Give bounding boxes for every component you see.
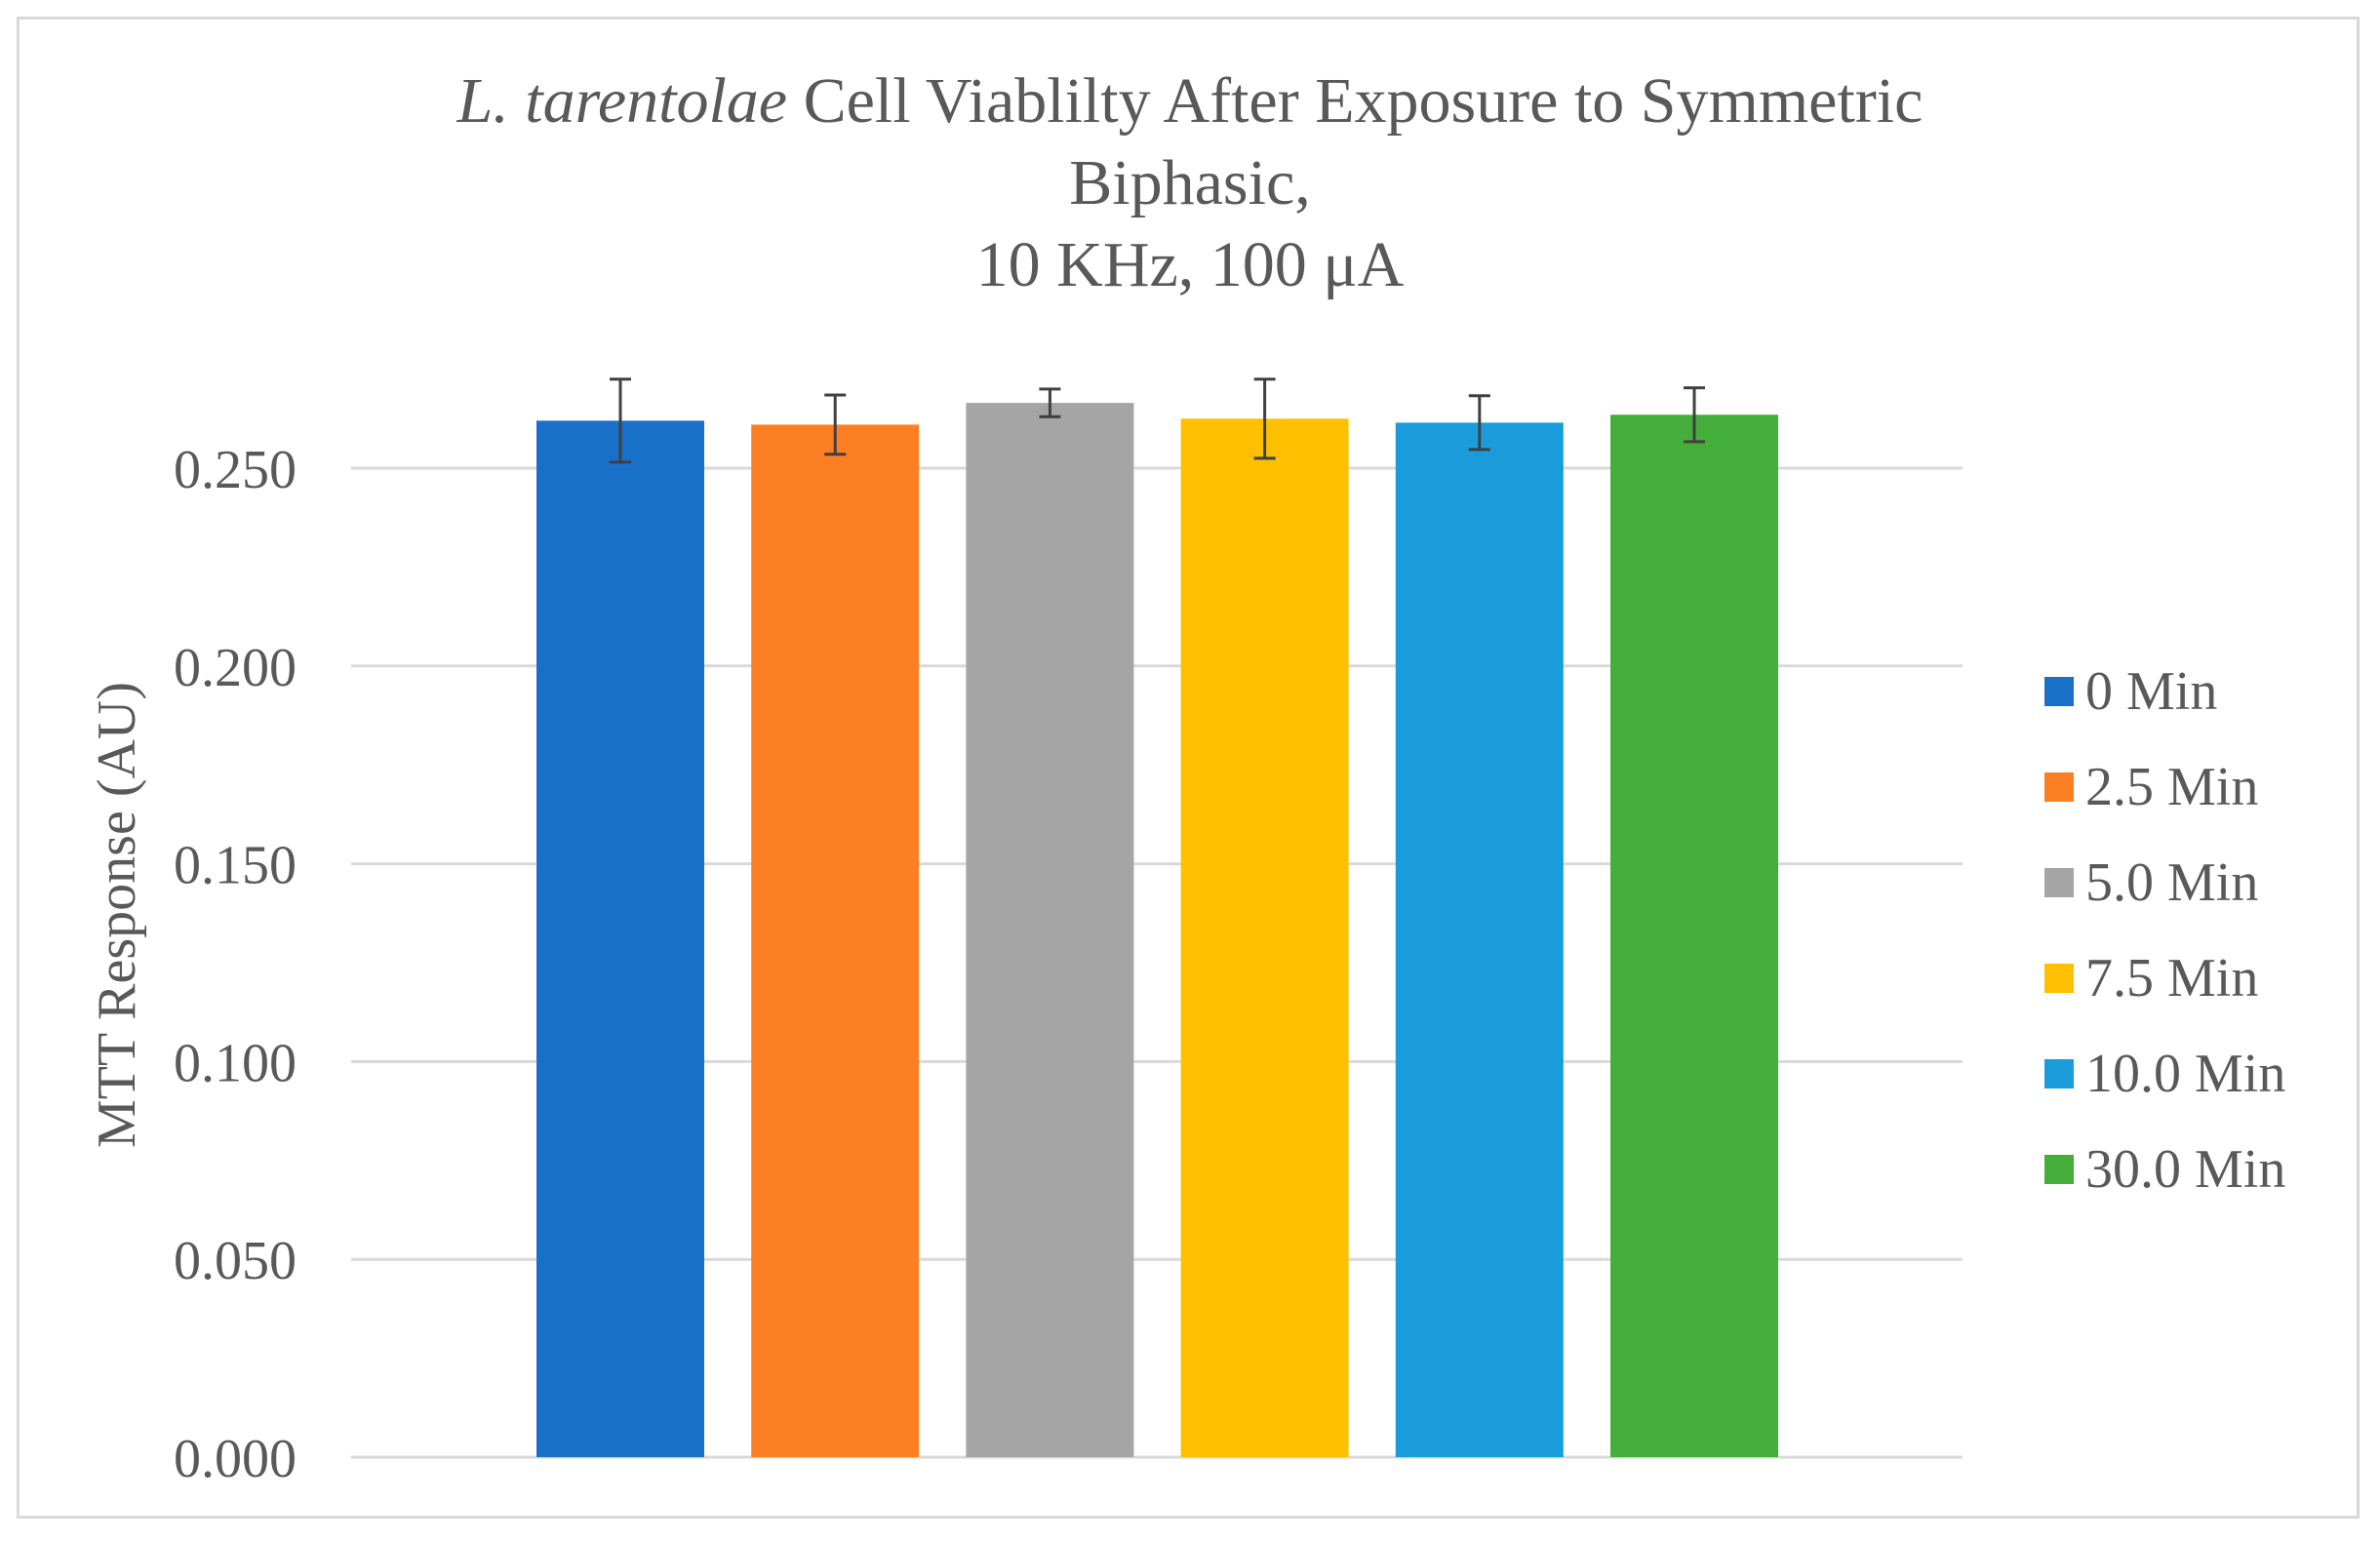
y-tick-label-5: 0.250: [174, 440, 297, 500]
legend-label-3: 7.5 Min: [2085, 948, 2259, 1009]
legend-swatch-4: [2044, 1059, 2074, 1088]
y-tick-label-4: 0.200: [174, 638, 297, 698]
chart-title-italic: L. tarentolae: [456, 65, 788, 137]
y-axis-label: MTT Response (AU): [87, 682, 147, 1148]
legend-item-0: 0 Min: [2044, 644, 2285, 739]
legend-label-5: 30.0 Min: [2085, 1139, 2286, 1200]
y-tick-label-2: 0.100: [174, 1033, 297, 1093]
legend-swatch-5: [2044, 1155, 2074, 1184]
y-tick-label-3: 0.150: [174, 836, 297, 896]
legend-item-1: 2.5 Min: [2044, 739, 2285, 835]
bar-3: [1180, 418, 1349, 1457]
chart-title-line3: 10 KHz, 100 μA: [975, 229, 1405, 300]
chart-title: L. tarentolae Cell Viablilty After Expos…: [0, 60, 2380, 306]
legend-label-4: 10.0 Min: [2085, 1044, 2286, 1104]
y-tick-label-0: 0.000: [174, 1429, 297, 1489]
bar-4: [1395, 422, 1564, 1458]
chart-title-rest: Cell Viablilty After Exposure to Symmetr…: [787, 65, 1924, 137]
legend-label-0: 0 Min: [2085, 661, 2218, 722]
legend-item-2: 5.0 Min: [2044, 835, 2285, 930]
chart-title-line2: Biphasic,: [1069, 147, 1311, 218]
legend-swatch-2: [2044, 868, 2074, 897]
legend-swatch-0: [2044, 677, 2074, 706]
bar-1: [751, 424, 920, 1457]
legend-swatch-3: [2044, 964, 2074, 993]
legend-swatch-1: [2044, 772, 2074, 802]
y-tick-label-1: 0.050: [174, 1231, 297, 1291]
legend-item-3: 7.5 Min: [2044, 930, 2285, 1026]
bar-5: [1610, 415, 1778, 1457]
chart-legend: 0 Min 2.5 Min 5.0 Min 7.5 Min 10.0 Min 30.0 M…: [2044, 644, 2285, 1217]
legend-item-4: 10.0 Min: [2044, 1026, 2285, 1122]
bar-2: [966, 403, 1134, 1458]
legend-label-1: 2.5 Min: [2085, 757, 2259, 817]
bar-0: [536, 420, 704, 1457]
legend-item-5: 30.0 Min: [2044, 1122, 2285, 1217]
legend-label-2: 5.0 Min: [2085, 852, 2259, 913]
